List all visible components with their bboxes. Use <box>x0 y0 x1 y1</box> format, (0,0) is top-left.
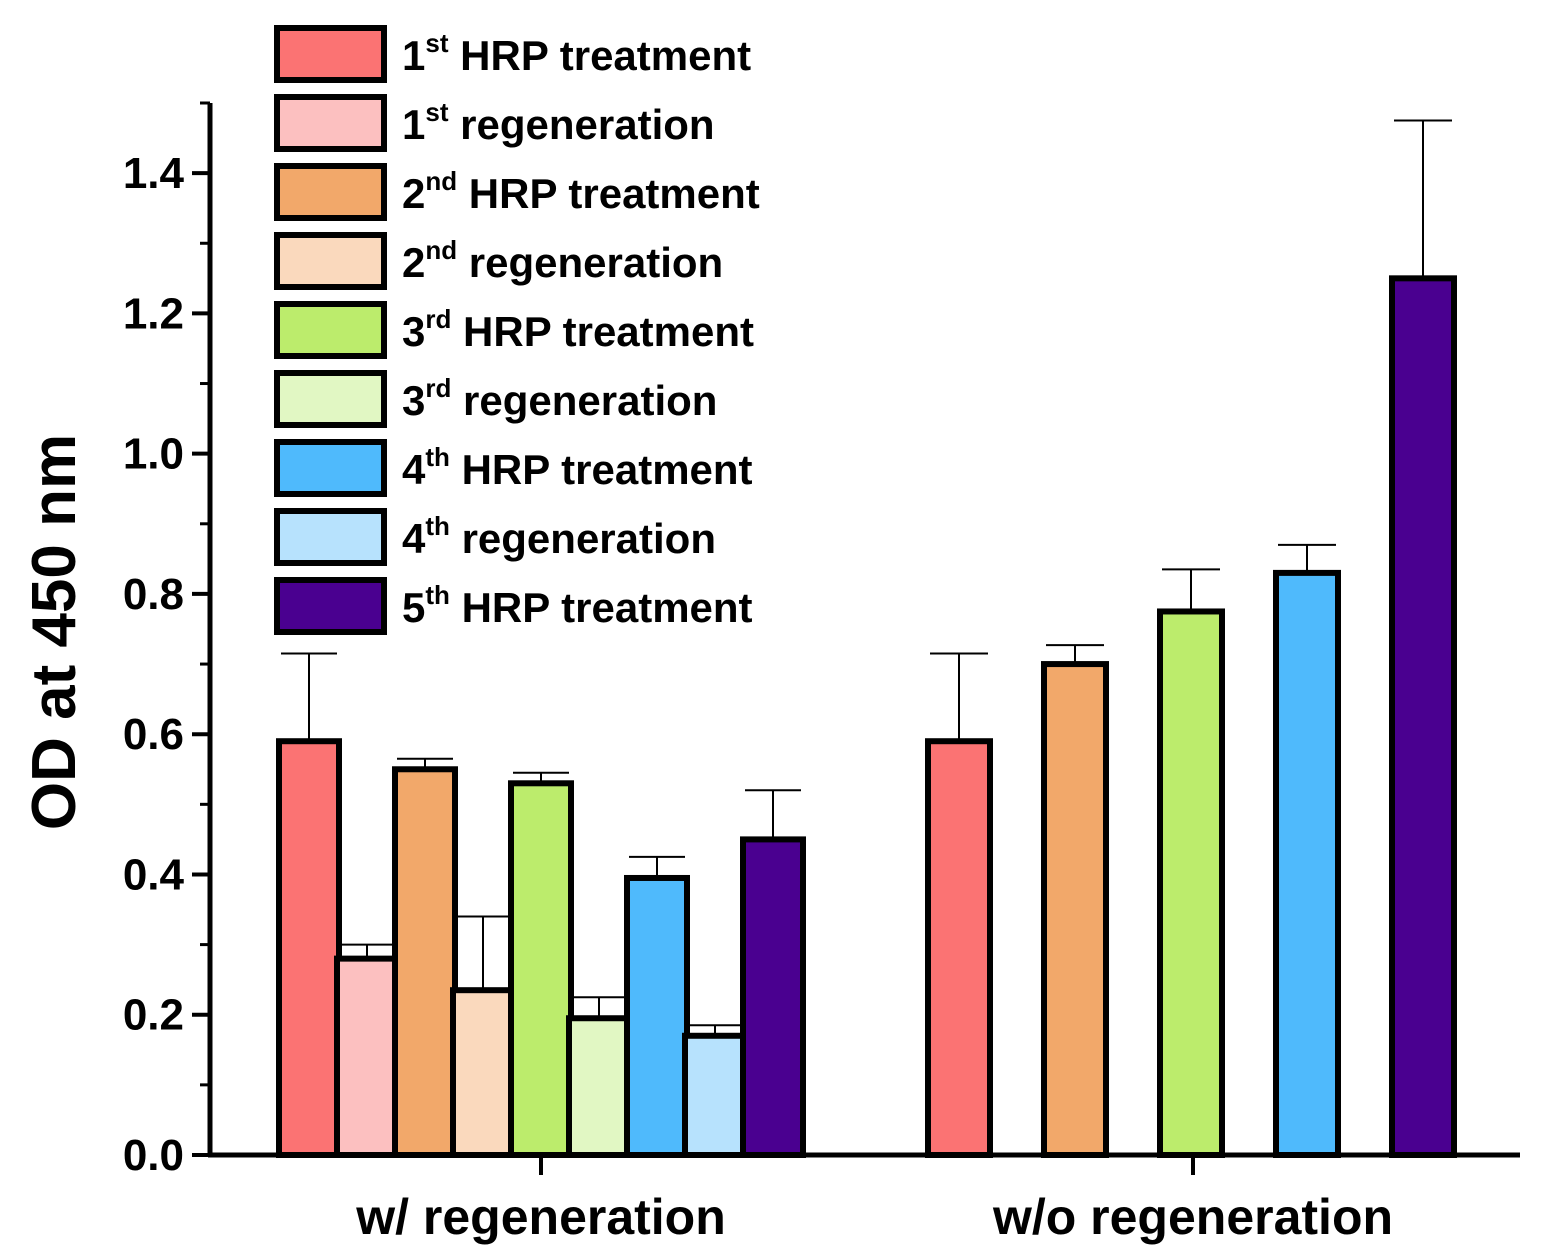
bar-r3 <box>566 1015 632 1158</box>
axes-layer: w/ regeneration w/o regeneration 0.0 0.2 0.4… <box>123 101 1520 1245</box>
bar-t1 <box>925 738 993 1158</box>
legend-swatch <box>274 301 387 359</box>
legend-swatch <box>274 370 387 428</box>
y-tick-label: 0.0 <box>123 1131 184 1180</box>
bar-t3 <box>1157 608 1225 1158</box>
bar-r4 <box>682 1032 748 1158</box>
y-tick-label: 0.4 <box>123 850 185 899</box>
legend-label: 2nd HRP treatment <box>402 166 760 217</box>
legend-item-t3: 3rd HRP treatment <box>274 301 754 359</box>
legend-item-t2: 2nd HRP treatment <box>274 163 760 221</box>
bar-t2 <box>392 766 458 1158</box>
legend-item-r2: 2nd regeneration <box>274 232 723 290</box>
legend-label: 3rd HRP treatment <box>402 304 754 355</box>
bar-r1 <box>334 955 400 1158</box>
legend-label: 2nd regeneration <box>402 235 723 286</box>
legend-label: 4th HRP treatment <box>402 442 753 493</box>
legend-label: 1st regeneration <box>402 97 715 148</box>
bar-r2 <box>450 987 516 1158</box>
y-tick-label: 0.6 <box>123 710 184 759</box>
bar-t2 <box>1041 661 1109 1158</box>
legend-swatch <box>274 577 387 635</box>
legend: 1st HRP treatment 1st regeneration 2nd HRP… <box>274 25 760 635</box>
legend-item-r4: 4th regeneration <box>274 508 716 566</box>
bar-group-1 <box>276 652 806 1159</box>
legend-item-r1: 1st regeneration <box>274 94 715 152</box>
bar-group-2 <box>925 119 1457 1159</box>
legend-label: 5th HRP treatment <box>402 580 753 631</box>
bar-t5 <box>1389 275 1457 1159</box>
legend-item-t4: 4th HRP treatment <box>274 439 753 497</box>
x-category-label: w/ regeneration <box>355 1189 726 1245</box>
legend-label: 4th regeneration <box>402 511 716 562</box>
x-category-label: w/o regeneration <box>992 1189 1393 1245</box>
legend-label: 1st HRP treatment <box>402 28 751 79</box>
legend-swatch <box>274 25 387 83</box>
legend-item-r3: 3rd regeneration <box>274 370 717 428</box>
legend-swatch <box>274 94 387 152</box>
legend-swatch <box>274 508 387 566</box>
legend-label: 3rd regeneration <box>402 373 717 424</box>
y-axis-title: OD at 450 nm <box>20 434 89 830</box>
legend-swatch <box>274 439 387 497</box>
legend-swatch <box>274 163 387 221</box>
y-tick-label: 0.8 <box>123 570 184 619</box>
legend-item-t1: 1st HRP treatment <box>274 25 751 83</box>
legend-swatch <box>274 232 387 290</box>
y-tick-label: 1.0 <box>123 430 184 479</box>
bar-t5 <box>740 836 806 1159</box>
y-tick-label: 1.2 <box>123 289 184 338</box>
bar-t1 <box>276 738 342 1158</box>
y-tick-label: 0.2 <box>123 991 184 1040</box>
bar-t4 <box>1273 569 1341 1158</box>
bar-t3 <box>508 780 574 1158</box>
bars-layer <box>276 119 1457 1159</box>
y-tick-label: 1.4 <box>123 149 185 198</box>
bar-t4 <box>624 874 690 1158</box>
legend-item-t5: 5th HRP treatment <box>274 577 753 635</box>
